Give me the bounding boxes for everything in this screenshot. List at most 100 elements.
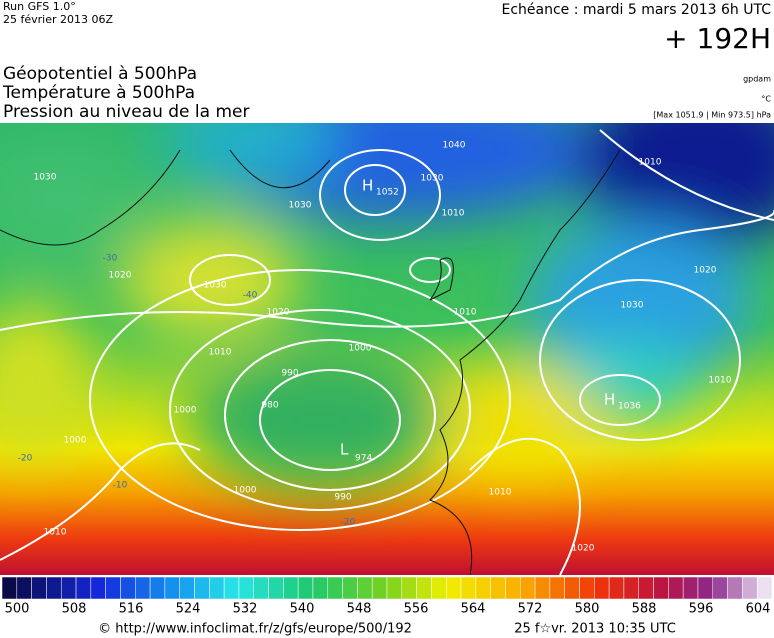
isobar-label: 1030 — [204, 281, 227, 291]
colorbar-swatch — [697, 576, 714, 600]
colorbar-swatch — [283, 576, 299, 600]
isobar-label: 1030 — [289, 201, 312, 211]
colorbar-tick-label: 508 — [62, 602, 87, 617]
isobar-label: 1020 — [109, 271, 132, 281]
isobar-label: 1020 — [267, 308, 290, 318]
colorbar-tick-label: 524 — [176, 602, 201, 617]
colorbar-swatch — [712, 576, 728, 600]
colorbar-swatch — [386, 576, 403, 600]
run-label: Run GFS 1.0° — [3, 0, 76, 13]
colorbar-tick-label: 604 — [746, 602, 771, 617]
colorbar-swatch — [120, 576, 136, 600]
colorbar-swatch — [371, 576, 388, 600]
colorbar-swatch — [564, 576, 580, 600]
map-area: 1030 1030 1040 1030 1010 1020 1030 1020 … — [0, 123, 774, 575]
colorbar-swatch — [342, 576, 358, 600]
field-label: Pression au niveau de la mer — [3, 102, 249, 122]
unit-label: gpdam — [743, 75, 771, 84]
colorbar-swatch — [194, 576, 210, 600]
colorbar-swatch — [416, 576, 432, 600]
unit-label: [Max 1051.9 | Min 973.5] hPa — [653, 111, 771, 120]
colorbar-swatch — [357, 576, 373, 600]
isobar-label: 1030 — [34, 173, 57, 183]
field-label: Géopotentiel à 500hPa — [3, 64, 197, 84]
coastlines — [0, 149, 621, 575]
colorbar-swatch — [164, 576, 180, 600]
colorbar-swatch — [475, 576, 491, 600]
colorbar-tick-label: 556 — [404, 602, 429, 617]
colorbar-swatch — [209, 576, 225, 600]
colorbar-swatch — [90, 576, 106, 600]
colorbar-swatch — [297, 576, 314, 600]
temperature-label: -40 — [243, 291, 258, 301]
colorbar-swatch — [268, 576, 284, 600]
isobar-label: 1030 — [421, 174, 444, 184]
source-url: © http://www.infoclimat.fr/z/gfs/europe/… — [98, 622, 412, 637]
colorbar-swatch — [327, 576, 343, 600]
run-date: 25 février 2013 06Z — [3, 13, 113, 26]
isobar-label: 1010 — [489, 488, 512, 498]
colorbar-swatch — [16, 576, 32, 600]
isobar-label: 1010 — [442, 209, 465, 219]
colorbar-swatch — [668, 576, 684, 600]
isobar-label: 1020 — [572, 544, 595, 554]
colorbar-swatch — [75, 576, 92, 600]
colorbar-swatch — [135, 576, 151, 600]
colorbar-swatch — [579, 576, 595, 600]
colorbar-tick-label: 516 — [119, 602, 144, 617]
colorbar-tick-label: 564 — [461, 602, 486, 617]
isobar-label: 1040 — [443, 141, 466, 151]
isobar-label: 1010 — [454, 308, 477, 318]
temperature-label: -20 — [341, 518, 356, 528]
isobar-label: 1000 — [174, 406, 197, 416]
isobar-label: 1000 — [234, 486, 257, 496]
colorbar-swatch — [505, 576, 521, 600]
colorbar-tick-label: 500 — [5, 602, 30, 617]
isobar-label: 1020 — [694, 266, 717, 276]
colorbar-tick-label: 588 — [632, 602, 657, 617]
colorbar-swatch — [431, 576, 447, 600]
colorbar-tick-label: 532 — [233, 602, 258, 617]
colorbar-tick-label: 548 — [347, 602, 372, 617]
lead-time: + 192H — [664, 22, 771, 55]
colorbar-swatch — [653, 576, 669, 600]
colorbar-swatch — [179, 576, 195, 600]
high-symbol: H — [362, 177, 373, 195]
colorbar-swatch — [623, 576, 639, 600]
isobar-label: 1010 — [709, 376, 732, 386]
colorbar-swatch — [46, 576, 62, 600]
colorbar-swatch — [401, 576, 417, 600]
isobar-label: 1000 — [64, 436, 87, 446]
colorbar-swatch — [312, 576, 329, 600]
colorbar-tick-label: 572 — [518, 602, 543, 617]
isobars — [0, 129, 774, 575]
unit-label: °C — [761, 95, 771, 104]
colorbar-swatch — [460, 576, 477, 600]
temperature-label: -30 — [103, 254, 118, 264]
colorbar-swatch — [445, 576, 462, 600]
isobar-label: 1000 — [349, 344, 372, 354]
low-symbol: L — [340, 441, 349, 459]
colorbar: 500 508 516 524 532 540 548 556 564 572 580 588 596 6… — [1, 576, 773, 617]
colorbar-swatch — [549, 576, 565, 600]
isobar-label: 990 — [334, 493, 351, 503]
colorbar-swatch — [727, 576, 743, 600]
high-value: 1052 — [376, 188, 399, 198]
temperature-label: -10 — [113, 481, 128, 491]
high-value: 1036 — [618, 402, 641, 412]
colorbar-swatch — [1, 576, 18, 600]
colorbar-swatch — [31, 576, 47, 600]
high-symbol: H — [604, 391, 615, 409]
colorbar-swatch — [608, 576, 625, 600]
colorbar-swatch — [594, 576, 610, 600]
colorbar-swatch — [223, 576, 240, 600]
isobar-label: 1010 — [44, 528, 67, 538]
colorbar-tick-label: 596 — [689, 602, 714, 617]
colorbar-swatch — [756, 576, 773, 600]
colorbar-tick-label: 540 — [290, 602, 315, 617]
isobar-label: 980 — [261, 401, 278, 411]
colorbar-swatch — [682, 576, 699, 600]
isobar-label: 1010 — [639, 158, 662, 168]
field-label: Température à 500hPa — [2, 83, 195, 103]
colorbar-swatch — [105, 576, 121, 600]
